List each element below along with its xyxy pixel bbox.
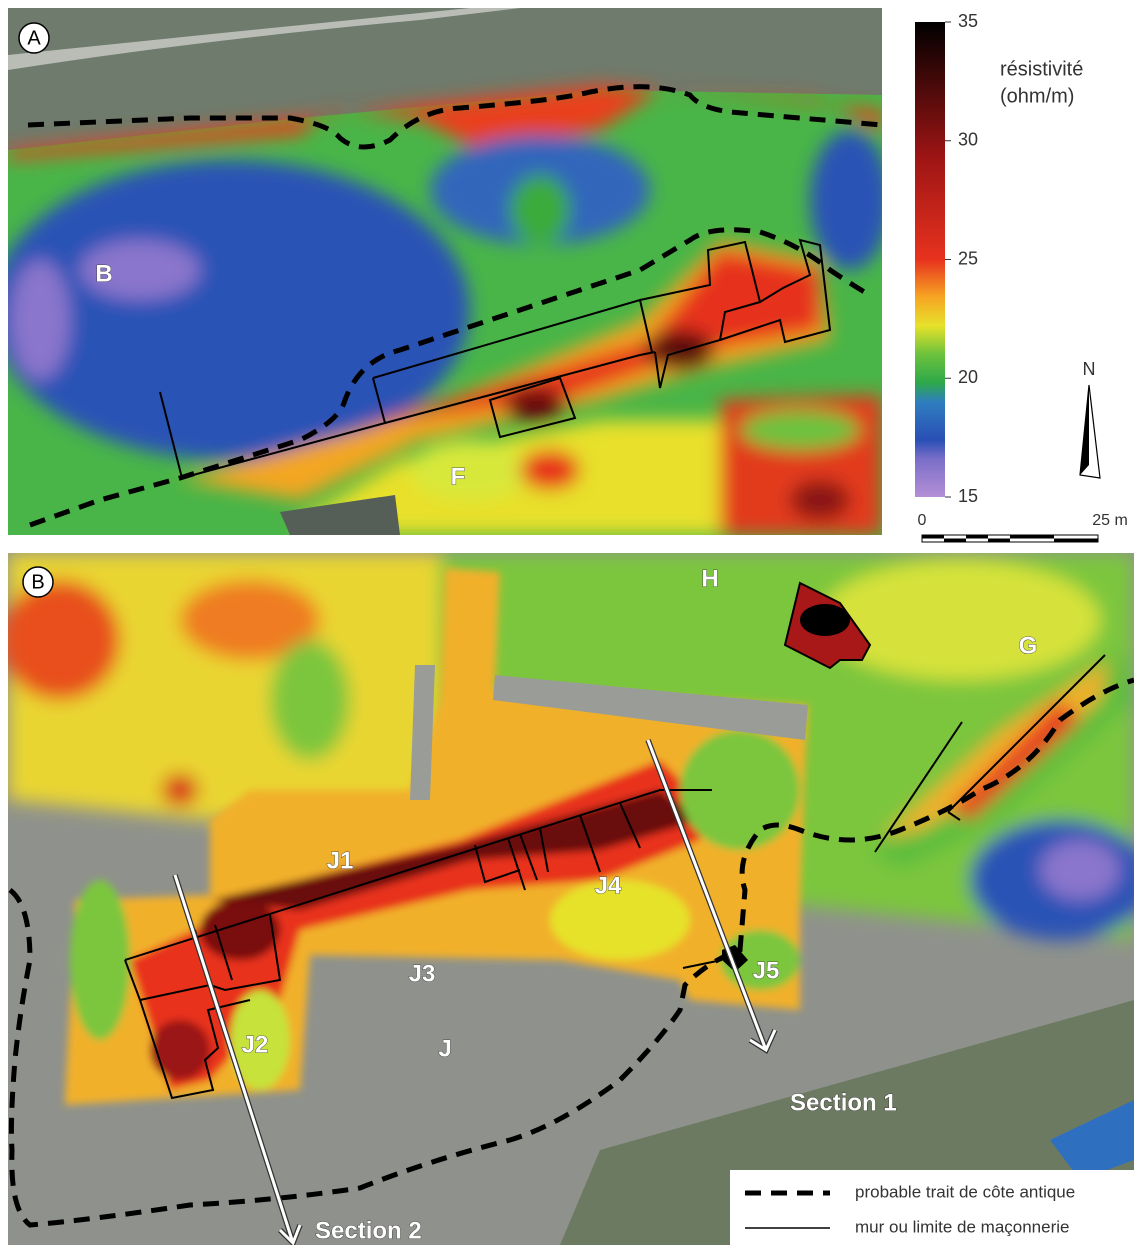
colorbar-tick-label: 15 bbox=[958, 486, 978, 506]
zone-label: J4 bbox=[595, 872, 622, 899]
zone-label: J5 bbox=[753, 957, 780, 984]
north-arrow-dark bbox=[1080, 385, 1089, 475]
panel-a-map bbox=[8, 8, 882, 535]
scale-end: 25 m bbox=[1092, 512, 1128, 529]
panel-label: A bbox=[27, 27, 41, 49]
colorbar-unit: (ohm/m) bbox=[1000, 85, 1074, 107]
colorbar-title: résistivité bbox=[1000, 58, 1083, 80]
colorbar-tick-label: 20 bbox=[958, 367, 978, 387]
zone-label: J2 bbox=[242, 1031, 269, 1058]
zone-label: F bbox=[451, 463, 466, 490]
zone-label: G bbox=[1019, 632, 1038, 659]
section-label: Section 1 bbox=[790, 1089, 897, 1116]
colorbar-tick-label: 35 bbox=[958, 11, 978, 31]
scale-bar bbox=[921, 534, 1099, 543]
colorbar-tick-label: 30 bbox=[958, 130, 978, 150]
legend-box bbox=[730, 1170, 1134, 1245]
zone-label: J bbox=[438, 1035, 451, 1062]
colorbar-tick-label: 25 bbox=[958, 248, 978, 268]
zone-label: H bbox=[701, 565, 718, 592]
zone-label: J1 bbox=[327, 847, 354, 874]
zone-label: J3 bbox=[409, 960, 436, 987]
colorbar bbox=[915, 22, 945, 497]
section-label: Section 2 bbox=[315, 1217, 422, 1244]
scale-start: 0 bbox=[918, 512, 927, 529]
panel-label-badge bbox=[18, 22, 50, 54]
north-label: N bbox=[1083, 359, 1096, 379]
zone-label: B bbox=[95, 260, 112, 287]
panel-b-map bbox=[8, 553, 1134, 1245]
legend-label: mur ou limite de maçonnerie bbox=[855, 1217, 1069, 1236]
panel-label-badge bbox=[22, 566, 54, 598]
panel-label: B bbox=[31, 571, 44, 593]
legend-label: probable trait de côte antique bbox=[855, 1182, 1075, 1201]
